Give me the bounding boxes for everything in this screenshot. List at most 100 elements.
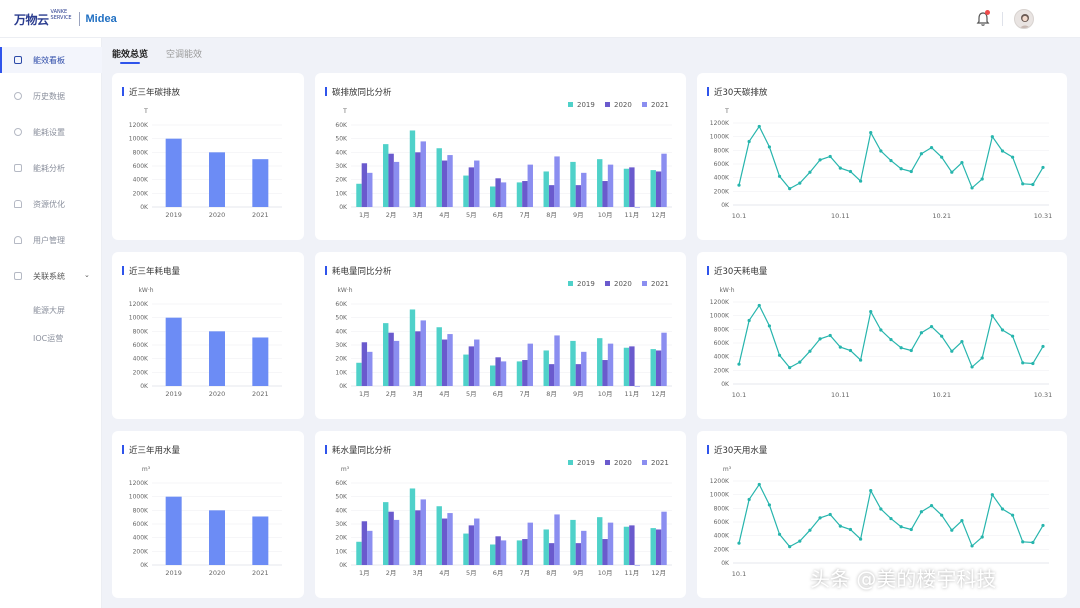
legend-swatch: [605, 102, 610, 107]
card-water-yearly: 近三年用水量 m³ 0K 200K 400K 600K 800K 1000K 1200K 201…: [112, 431, 304, 598]
sidebar-item-dashboard[interactable]: 能效看板: [0, 47, 102, 73]
chevron-down-icon: ⌄: [84, 271, 90, 279]
x-tick-label: 10.21: [932, 391, 951, 399]
logo-separator: [78, 12, 80, 26]
avatar-icon[interactable]: [1014, 9, 1034, 29]
y-tick-label: 600K: [133, 342, 149, 349]
bar: [165, 317, 182, 386]
data-point: [960, 340, 964, 344]
sidebar-item-label: 能耗分析: [33, 164, 65, 173]
data-point: [909, 169, 913, 174]
sidebar-item-energy-analysis[interactable]: 能耗分析: [0, 155, 102, 181]
data-point: [1041, 523, 1045, 528]
tab-energy-overview[interactable]: 能效总览: [112, 50, 149, 60]
bar: [441, 160, 448, 207]
x-tick-label: 10.31: [1034, 391, 1053, 399]
y-tick-label: 800K: [133, 149, 149, 156]
y-tick-label: 20K: [335, 356, 348, 363]
axis-unit: T: [724, 108, 729, 115]
bar: [474, 160, 480, 207]
data-point: [1000, 149, 1005, 153]
x-tick-label: 2019: [165, 211, 182, 219]
bar: [634, 565, 640, 566]
y-tick-label: 800K: [133, 507, 149, 514]
tab-ac-efficiency[interactable]: 空调能效: [166, 50, 203, 60]
legend-label: 2020: [614, 280, 632, 288]
bar: [661, 153, 667, 207]
bar: [495, 178, 501, 207]
bar: [522, 539, 528, 565]
chart-svg: m³ 0K 200K 400K 600K 800K 1000K 1200K 10.1: [710, 466, 1049, 578]
bar: [607, 343, 614, 386]
x-tick-label: 7月: [520, 390, 531, 398]
x-tick-label: 10.21: [932, 212, 951, 220]
chart-svg: kW·h 0K 10K 20K 30K 40K 50K 60K 2019 2020 2021 1月 2月…: [335, 280, 672, 398]
logo-sub: VANKE SERVICE: [50, 9, 72, 21]
legend-swatch: [568, 281, 573, 286]
y-tick-label: 0K: [339, 204, 348, 211]
sidebar-item-user-management[interactable]: 用户管理: [0, 227, 102, 253]
data-point: [767, 145, 771, 149]
bar: [393, 161, 400, 207]
data-point: [929, 146, 934, 150]
x-tick-label: 9月: [573, 211, 584, 219]
sidebar-item-label: 用户管理: [33, 236, 65, 245]
sidebar-item-label: 资源优化: [33, 200, 65, 209]
y-tick-label: 1200K: [129, 480, 149, 487]
y-tick-label: 200K: [714, 367, 730, 374]
sidebar-item-linked-systems[interactable]: 关联系统 ⌄: [0, 263, 102, 289]
data-point: [828, 154, 832, 159]
data-point: [990, 314, 994, 318]
x-tick-label: 2021: [252, 390, 269, 398]
y-tick-label: 50K: [335, 494, 348, 501]
notification-badge: [985, 10, 990, 15]
x-tick-label: 2月: [386, 569, 397, 577]
data-point: [919, 331, 923, 335]
card-title: 近三年耗电量: [122, 265, 180, 277]
bar: [655, 350, 662, 386]
y-tick-label: 400K: [133, 535, 149, 542]
sidebar-item-label: 能效看板: [33, 56, 65, 65]
bar: [441, 339, 448, 386]
data-point: [848, 527, 853, 532]
data-point: [889, 158, 893, 163]
bar: [575, 364, 582, 386]
sidebar-item-history[interactable]: 历史数据: [0, 83, 102, 109]
data-point: [1011, 513, 1015, 517]
x-tick-label: 2019: [165, 390, 182, 398]
series-line: [738, 304, 1044, 369]
y-tick-label: 1200K: [710, 478, 730, 485]
y-tick-label: 1000K: [710, 134, 730, 141]
data-point: [879, 328, 883, 332]
sidebar-subitem-energy-screen[interactable]: 能源大屏: [33, 306, 65, 315]
bar: [650, 170, 656, 207]
y-tick-label: 200K: [714, 546, 730, 553]
bar: [409, 309, 416, 386]
settings-icon: [14, 128, 22, 136]
sidebar-item-energy-settings[interactable]: 能耗设置: [0, 119, 102, 145]
y-tick-label: 1000K: [710, 313, 730, 320]
card-carbon-yoy: 碳排放同比分析 T 0K 10K 20K 30K 40K 50K 60K 2019 2020 202…: [315, 73, 686, 240]
y-tick-label: 600K: [714, 161, 730, 168]
y-tick-label: 600K: [133, 521, 149, 528]
legend-label: 2019: [577, 280, 595, 288]
logo-main: 万物云: [14, 12, 49, 27]
sidebar-subitem-ioc[interactable]: IOC运营: [33, 334, 64, 343]
data-point: [798, 360, 802, 364]
bar: [516, 182, 523, 207]
data-point: [1031, 540, 1035, 545]
data-point: [788, 366, 792, 370]
y-tick-label: 600K: [133, 163, 149, 170]
bar: [554, 335, 560, 386]
bar: [543, 171, 549, 207]
bar: [581, 351, 587, 386]
sidebar-item-resource-optimization[interactable]: 资源优化: [0, 191, 102, 217]
bar: [527, 164, 533, 207]
axis-unit: kW·h: [138, 287, 153, 294]
legend-label: 2021: [651, 101, 669, 109]
data-point: [940, 513, 944, 517]
bar: [383, 323, 389, 386]
user-icon: [14, 236, 22, 244]
y-tick-label: 1200K: [710, 299, 730, 306]
x-tick-label: 1月: [359, 211, 370, 219]
